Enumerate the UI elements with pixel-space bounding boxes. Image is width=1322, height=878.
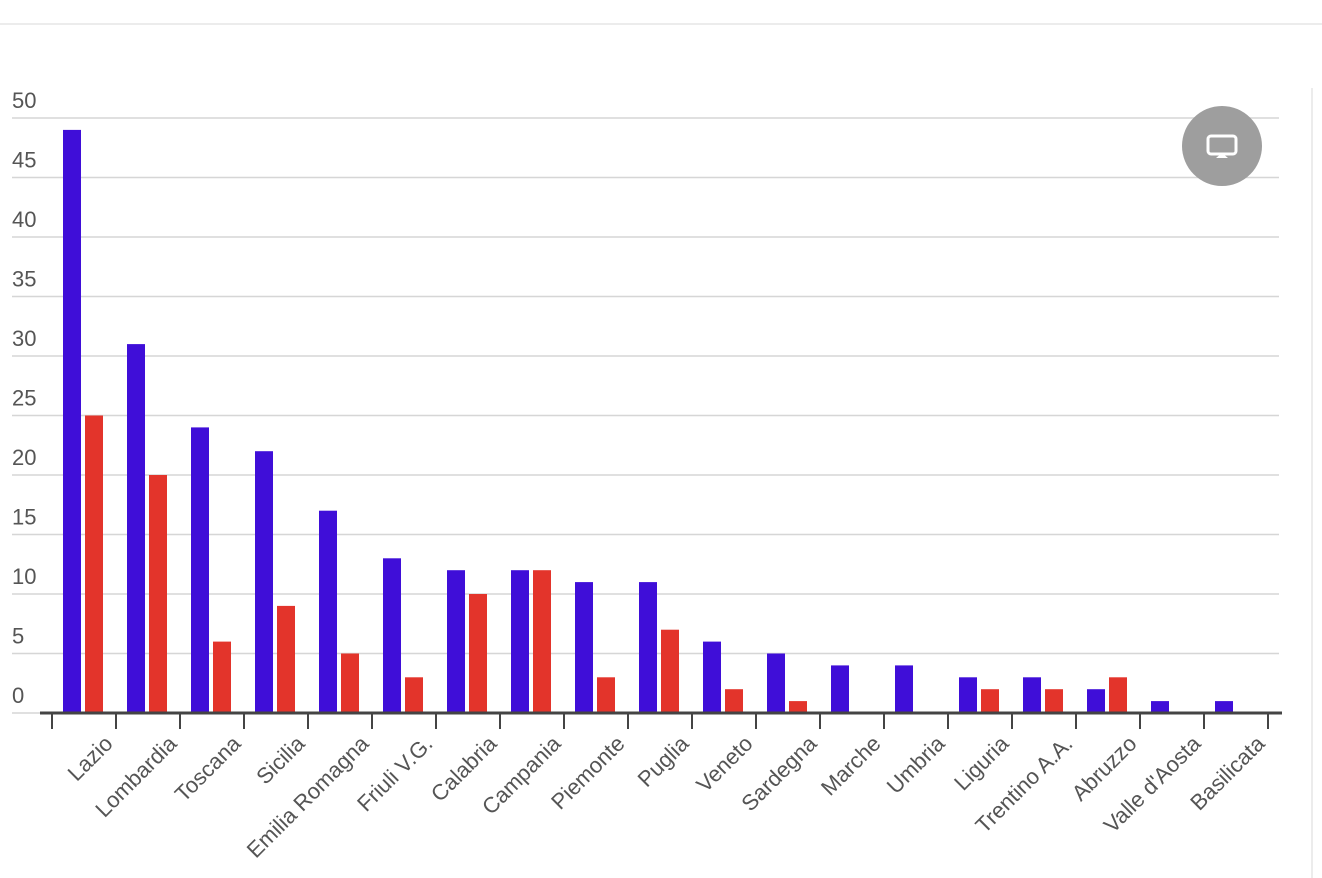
bar bbox=[767, 653, 785, 713]
bar bbox=[1023, 677, 1041, 713]
x-tick-label: Sicilia bbox=[251, 730, 310, 789]
bar bbox=[85, 415, 103, 713]
x-tick-label: Toscana bbox=[170, 730, 246, 806]
x-tick-label: Puglia bbox=[633, 730, 694, 791]
bar bbox=[383, 558, 401, 713]
bar bbox=[319, 510, 337, 713]
button-circle[interactable] bbox=[1182, 106, 1262, 186]
bar bbox=[597, 677, 615, 713]
bar bbox=[127, 344, 145, 713]
x-tick-label: Lazio bbox=[63, 731, 118, 786]
fullscreen-button[interactable] bbox=[1182, 106, 1262, 186]
bar bbox=[533, 570, 551, 713]
y-tick-label: 25 bbox=[12, 386, 36, 411]
bar bbox=[63, 129, 81, 713]
bar bbox=[149, 475, 167, 713]
bar bbox=[1215, 701, 1233, 713]
bar bbox=[1109, 677, 1127, 713]
bar bbox=[959, 677, 977, 713]
monitor-stand bbox=[1216, 153, 1228, 158]
y-tick-label: 35 bbox=[12, 267, 36, 292]
bar bbox=[255, 451, 273, 713]
y-tick-label: 45 bbox=[12, 148, 36, 173]
bar bbox=[447, 570, 465, 713]
bar bbox=[789, 701, 807, 713]
bar bbox=[213, 641, 231, 713]
y-tick-label: 0 bbox=[12, 683, 24, 708]
bar bbox=[639, 582, 657, 713]
plot: 05101520253035404550LazioLombardiaToscan… bbox=[12, 88, 1282, 863]
bar bbox=[661, 629, 679, 713]
bar bbox=[1045, 689, 1063, 713]
bar bbox=[703, 641, 721, 713]
y-tick-label: 10 bbox=[12, 564, 36, 589]
y-tick-label: 5 bbox=[12, 624, 24, 649]
bar bbox=[831, 665, 849, 713]
y-tick-label: 50 bbox=[12, 88, 36, 113]
bar bbox=[277, 605, 295, 713]
x-tick-label: Marche bbox=[816, 731, 886, 801]
bar bbox=[725, 689, 743, 713]
bar bbox=[1087, 689, 1105, 713]
bar bbox=[1151, 701, 1169, 713]
bar bbox=[405, 677, 423, 713]
bar bbox=[895, 665, 913, 713]
y-tick-label: 30 bbox=[12, 326, 36, 351]
bar bbox=[191, 427, 209, 713]
bar bbox=[575, 582, 593, 713]
bar bbox=[341, 653, 359, 713]
bar bbox=[981, 689, 999, 713]
bar bbox=[511, 570, 529, 713]
y-tick-label: 15 bbox=[12, 505, 36, 530]
x-tick-label: Umbria bbox=[882, 730, 950, 798]
bar bbox=[469, 594, 487, 713]
y-tick-label: 40 bbox=[12, 207, 36, 232]
y-tick-label: 20 bbox=[12, 445, 36, 470]
